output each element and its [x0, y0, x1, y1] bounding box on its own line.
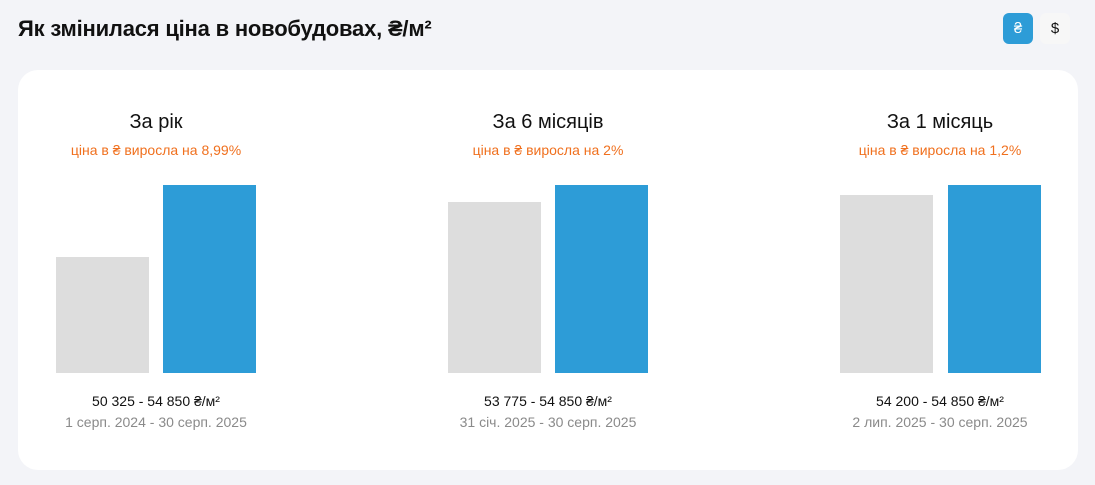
- bar-old-price: [56, 257, 149, 373]
- group-title: За 6 місяців: [492, 111, 604, 133]
- chart-group-year: За рік ціна в ₴ виросла на 8,99% 50 325 …: [36, 70, 276, 470]
- price-range: 54 200 - 54 850 ₴/м²: [876, 393, 1004, 409]
- price-range: 50 325 - 54 850 ₴/м²: [92, 393, 220, 409]
- date-range: 1 серп. 2024 - 30 серп. 2025: [65, 414, 247, 430]
- page-title: Як змінилася ціна в новобудовах, ₴/м²: [18, 16, 432, 41]
- bar-new-price: [948, 185, 1041, 373]
- group-title: За рік: [129, 111, 183, 133]
- price-range: 53 775 - 54 850 ₴/м²: [484, 393, 612, 409]
- bar-pair: [36, 180, 276, 373]
- bar-new-price: [555, 185, 648, 373]
- bar-old-price: [448, 202, 541, 373]
- chart-group-1-month: За 1 місяць ціна в ₴ виросла на 1,2% 54 …: [820, 70, 1060, 470]
- growth-text: ціна в ₴ виросла на 2%: [472, 142, 624, 158]
- date-range: 31 січ. 2025 - 30 серп. 2025: [459, 414, 637, 430]
- price-change-card: За рік ціна в ₴ виросла на 8,99% 50 325 …: [18, 70, 1078, 470]
- currency-usd-button[interactable]: $: [1040, 13, 1070, 44]
- currency-toggle: ₴ $: [1003, 13, 1070, 44]
- chart-group-6-months: За 6 місяців ціна в ₴ виросла на 2% 53 7…: [428, 70, 668, 470]
- bar-pair: [428, 180, 668, 373]
- currency-uah-button[interactable]: ₴: [1003, 13, 1033, 44]
- date-range: 2 лип. 2025 - 30 серп. 2025: [852, 414, 1028, 430]
- growth-text: ціна в ₴ виросла на 8,99%: [70, 142, 242, 158]
- bar-old-price: [840, 195, 933, 373]
- bar-pair: [820, 180, 1060, 373]
- bar-new-price: [163, 185, 256, 373]
- growth-text: ціна в ₴ виросла на 1,2%: [858, 142, 1022, 158]
- group-title: За 1 місяць: [886, 111, 994, 133]
